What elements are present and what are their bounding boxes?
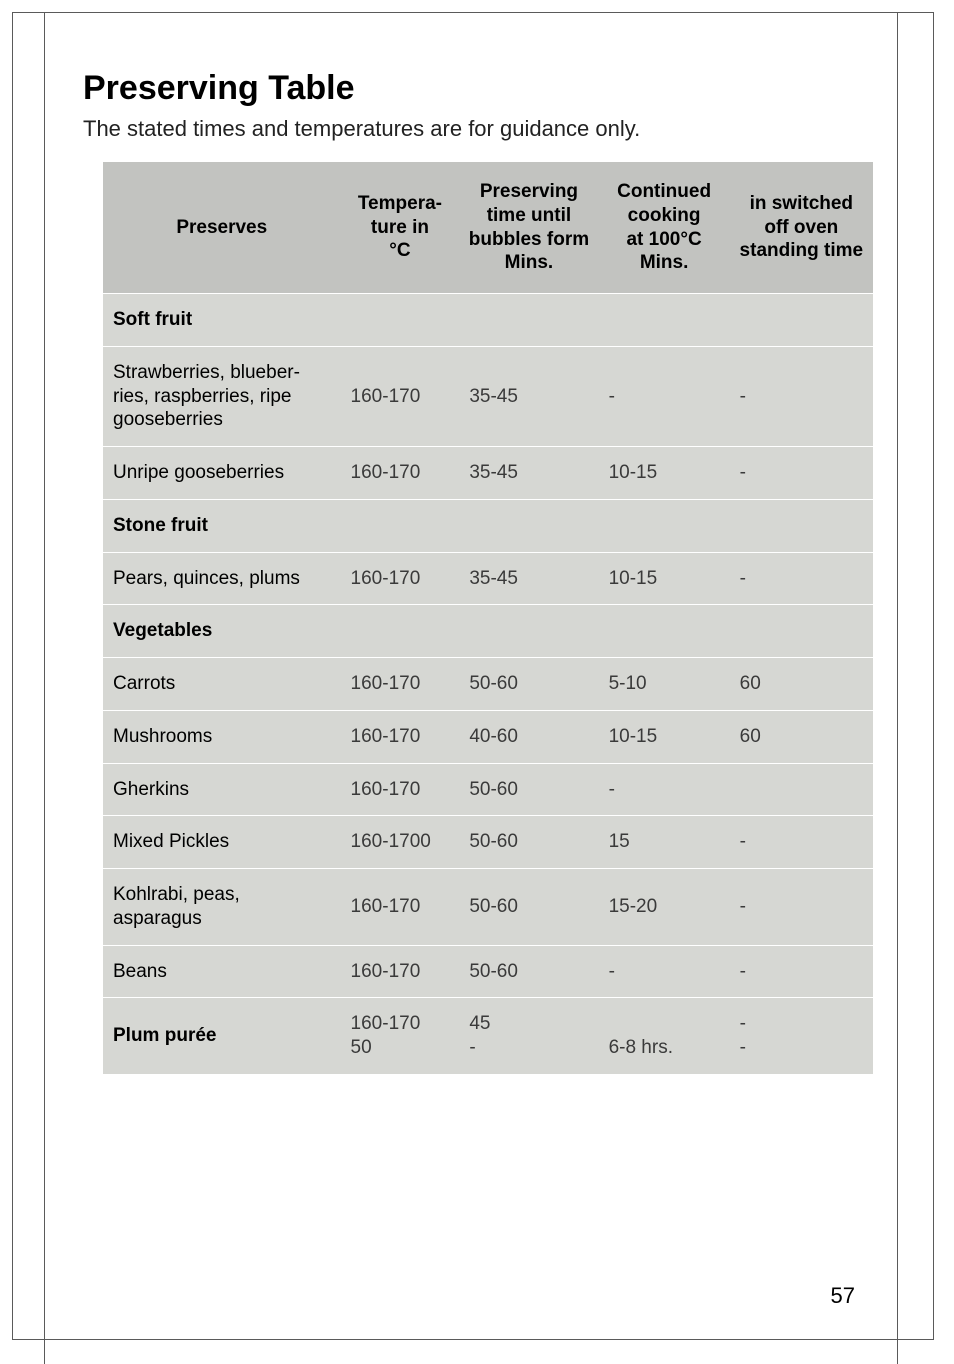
table-cell: 10-15 [599,447,730,500]
table-cell: Mixed Pickles [103,816,341,869]
table-cell: - [599,346,730,446]
page-title: Preserving Table [83,69,863,108]
col-header-standing-time: in switched off oven standing time [730,162,873,294]
table-cell: Pears, quinces, plums [103,552,341,605]
table-cell: 60 [730,658,873,711]
table-cell [730,294,873,347]
table-row: Soft fruit [103,294,873,347]
table-row: Vegetables [103,605,873,658]
table-cell: 160-170 50 [341,998,460,1075]
table-cell: 10-15 [599,552,730,605]
table-cell: 50-60 [459,816,598,869]
table-row: Strawberries, blueber- ries, raspberries… [103,346,873,446]
table-cell: 50-60 [459,658,598,711]
table-cell: - [730,447,873,500]
table-cell [730,499,873,552]
table-cell: - [730,945,873,998]
table-cell [459,605,598,658]
col-header-preserving-time: Preserving time until bubbles form Mins. [459,162,598,294]
table-cell: 35-45 [459,552,598,605]
table-cell [730,605,873,658]
table-cell: 160-170 [341,710,460,763]
table-cell: - [599,945,730,998]
table-cell: - - [730,998,873,1075]
table-cell: Stone fruit [103,499,341,552]
table-cell: 6-8 hrs. [599,998,730,1075]
table-row: Kohlrabi, peas, asparagus160-17050-6015-… [103,869,873,946]
table-cell: 15 [599,816,730,869]
table-cell: 50-60 [459,869,598,946]
table-row: Gherkins160-17050-60- [103,763,873,816]
table-cell: - [730,816,873,869]
table-cell [459,499,598,552]
table-cell: 160-170 [341,869,460,946]
table-cell: 35-45 [459,447,598,500]
table-cell: 35-45 [459,346,598,446]
table-cell: 50-60 [459,945,598,998]
table-cell [599,294,730,347]
table-cell: Gherkins [103,763,341,816]
table-row: Plum purée160-170 5045 - 6-8 hrs.- - [103,998,873,1075]
table-cell: Unripe gooseberries [103,447,341,500]
table-cell: Plum purée [103,998,341,1075]
table-cell: - [599,763,730,816]
table-cell [341,294,460,347]
table-cell [730,763,873,816]
col-header-preserves: Preserves [103,162,341,294]
col-header-continued-cooking: Continued cooking at 100°C Mins. [599,162,730,294]
table-cell [341,499,460,552]
table-cell: - [730,346,873,446]
table-cell: 45 - [459,998,598,1075]
table-cell: 10-15 [599,710,730,763]
table-cell: 160-170 [341,763,460,816]
table-cell: 40-60 [459,710,598,763]
table-cell: 60 [730,710,873,763]
table-body: Soft fruitStrawberries, blueber- ries, r… [103,294,873,1075]
table-row: Mixed Pickles160-170050-6015- [103,816,873,869]
table-cell: Beans [103,945,341,998]
table-row: Beans160-17050-60-- [103,945,873,998]
table-cell: Soft fruit [103,294,341,347]
table-cell: 160-170 [341,658,460,711]
table-cell [599,499,730,552]
table-cell: Vegetables [103,605,341,658]
page-content: Preserving Table The stated times and te… [12,12,934,1340]
intro-text: The stated times and temperatures are fo… [83,116,863,142]
table-row: Mushrooms160-17040-6010-1560 [103,710,873,763]
table-cell: Carrots [103,658,341,711]
table-cell: 160-1700 [341,816,460,869]
preserving-table: Preserves Tempera- ture in °C Preserving… [103,162,873,1075]
table-cell: Strawberries, blueber- ries, raspberries… [103,346,341,446]
table-cell: 160-170 [341,346,460,446]
table-cell: 50-60 [459,763,598,816]
table-cell: 160-170 [341,945,460,998]
table-cell [341,605,460,658]
table-cell [599,605,730,658]
table-cell [459,294,598,347]
table-cell: 5-10 [599,658,730,711]
page-number: 57 [831,1283,855,1309]
table-row: Stone fruit [103,499,873,552]
table-cell: 160-170 [341,447,460,500]
table-row: Carrots160-17050-605-1060 [103,658,873,711]
table-row: Unripe gooseberries160-17035-4510-15- [103,447,873,500]
table-header: Preserves Tempera- ture in °C Preserving… [103,162,873,294]
table-cell: Kohlrabi, peas, asparagus [103,869,341,946]
table-row: Pears, quinces, plums160-17035-4510-15- [103,552,873,605]
table-cell: 15-20 [599,869,730,946]
table-cell: - [730,552,873,605]
table-cell: 160-170 [341,552,460,605]
col-header-temperature: Tempera- ture in °C [341,162,460,294]
table-cell: Mushrooms [103,710,341,763]
table-cell: - [730,869,873,946]
